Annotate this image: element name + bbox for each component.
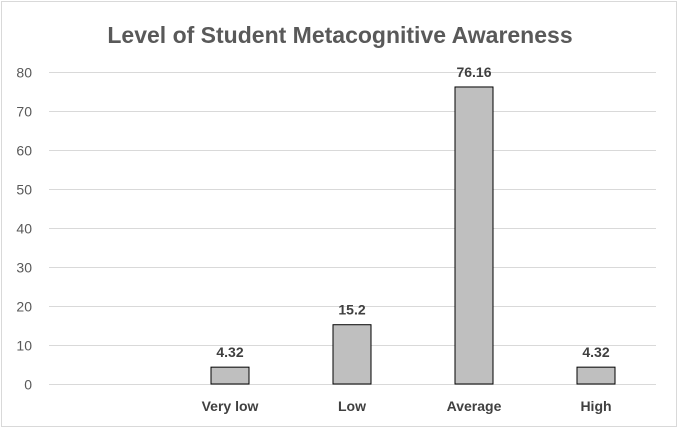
- y-tick-label: 60: [16, 143, 32, 159]
- y-axis-tick-labels: 0 10 20 30 40 50 60 70 80: [16, 65, 32, 393]
- y-tick-label: 50: [16, 182, 32, 198]
- data-label: 4.32: [216, 344, 243, 360]
- bars: [210, 86, 616, 385]
- category-label: Very low: [202, 398, 259, 414]
- x-axis-category-labels: Very low Low Average High: [202, 398, 612, 414]
- data-label: 15.2: [338, 302, 365, 318]
- y-tick-label: 0: [24, 377, 32, 393]
- data-label: 76.16: [456, 64, 491, 80]
- bar-very-low: [210, 366, 250, 385]
- y-tick-label: 30: [16, 260, 32, 276]
- data-label: 4.32: [582, 344, 609, 360]
- bar-average: [454, 86, 494, 385]
- data-labels: 4.32 15.2 76.16 4.32: [216, 64, 609, 360]
- category-label: Average: [447, 398, 502, 414]
- y-tick-label: 20: [16, 299, 32, 315]
- y-tick-label: 10: [16, 338, 32, 354]
- gridlines: [49, 72, 656, 385]
- bar-high: [576, 366, 616, 385]
- y-tick-label: 40: [16, 221, 32, 237]
- y-tick-label: 80: [16, 65, 32, 81]
- category-label: Low: [338, 398, 366, 414]
- chart-title: Level of Student Metacognitive Awareness: [107, 22, 572, 48]
- category-label: High: [580, 398, 611, 414]
- bar-low: [332, 324, 372, 385]
- y-tick-label: 70: [16, 104, 32, 120]
